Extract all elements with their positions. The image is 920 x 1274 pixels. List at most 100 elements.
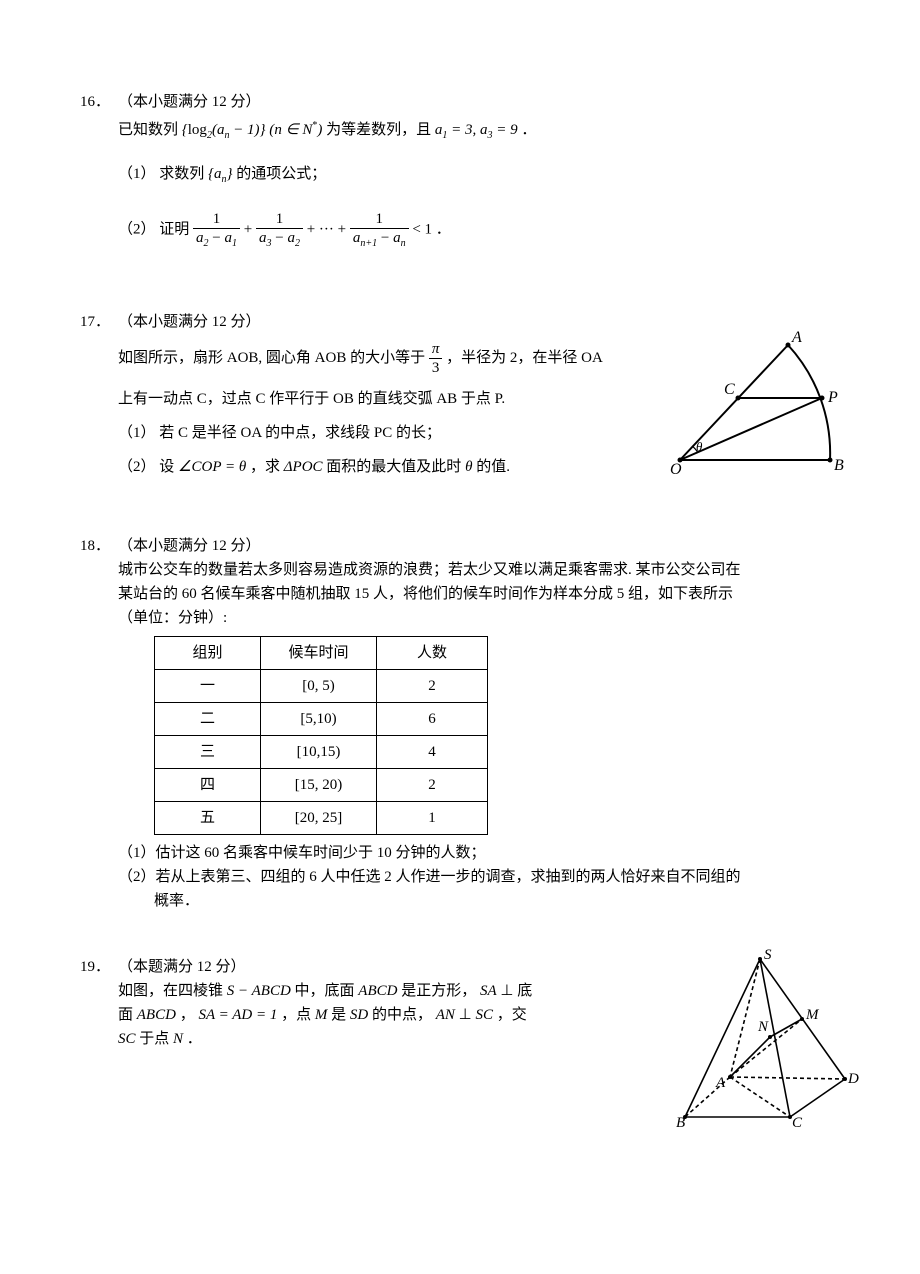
math-expr: AN bbox=[436, 1007, 455, 1023]
label-A: A bbox=[715, 1075, 726, 1091]
math-var: θ bbox=[465, 459, 472, 475]
math-expr: S − ABCD bbox=[227, 983, 291, 999]
label-B: B bbox=[834, 457, 844, 474]
cell: 2 bbox=[377, 769, 488, 802]
stem-line: （单位：分钟）: bbox=[118, 606, 850, 630]
label-D: D bbox=[847, 1071, 859, 1087]
text: 估计这 60 名乘客中候车时间少于 10 分钟的人数； bbox=[156, 845, 486, 861]
text: 若从上表第三、四组的 6 人中任选 2 人作进一步的调查，求抽到的两人恰好来自不… bbox=[156, 869, 741, 885]
exam-page: 16． （本小题满分 12 分） 已知数列 {log2(an − 1)} (n … bbox=[0, 0, 920, 1274]
problem-16: 16． （本小题满分 12 分） 已知数列 {log2(an − 1)} (n … bbox=[80, 90, 850, 250]
inequality: < 1 bbox=[412, 221, 432, 237]
label-C: C bbox=[792, 1115, 803, 1129]
math-expr: SC bbox=[118, 1031, 136, 1047]
table-row: 一[0, 5)2 bbox=[155, 670, 488, 703]
cell: 1 bbox=[377, 802, 488, 835]
math-expr: SA = AD = 1 bbox=[198, 1007, 277, 1023]
text: ，求 bbox=[250, 459, 280, 475]
label-O: O bbox=[670, 461, 682, 478]
text: ， bbox=[180, 1007, 195, 1023]
sub-question-2: （2） 证明 1a2 − a1 + 1a3 − a2 + ··· + 1an+1… bbox=[118, 210, 850, 250]
label-B: B bbox=[676, 1115, 685, 1129]
points-label: （本小题满分 12 分） bbox=[118, 90, 850, 114]
text: ． bbox=[436, 221, 451, 237]
cell: 6 bbox=[377, 703, 488, 736]
text: 于点 bbox=[139, 1031, 169, 1047]
problem-18: 18． （本小题满分 12 分） 城市公交车的数量若太多则容易造成资源的浪费；若… bbox=[80, 534, 850, 913]
text: 已知数列 bbox=[118, 122, 178, 138]
label: （2） bbox=[118, 221, 156, 237]
cell: [0, 5) bbox=[261, 670, 377, 703]
fraction: 1a2 − a1 bbox=[193, 210, 240, 250]
points-label: （本小题满分 12 分） bbox=[118, 534, 850, 558]
text: 若 C 是半径 OA 的中点，求线段 PC 的长； bbox=[159, 425, 441, 441]
math-expr: {an} bbox=[208, 166, 233, 182]
plus: + bbox=[244, 221, 256, 237]
label: （1） bbox=[118, 845, 156, 861]
problem-stem: 如图所示，扇形 AOB, 圆心角 AOB 的大小等于 π3 ，半径为 2，在半径… bbox=[118, 340, 678, 479]
text: 证明 bbox=[159, 221, 189, 237]
text: ⊥ 底 bbox=[500, 983, 532, 999]
math-expr: ABCD bbox=[358, 983, 397, 999]
cell: 2 bbox=[377, 670, 488, 703]
math-var: N bbox=[173, 1031, 183, 1047]
text: 上有一动点 C，过点 C 作平行于 OB 的直线交弧 AB 于点 P. bbox=[118, 387, 678, 411]
text: 的中点， bbox=[372, 1007, 432, 1023]
pyramid-figure: S A B C D M N bbox=[670, 949, 860, 1129]
math-expr: ABCD bbox=[137, 1007, 176, 1023]
label-theta: θ bbox=[696, 439, 703, 454]
problem-number: 19． bbox=[80, 955, 118, 1051]
text: 求数列 bbox=[159, 166, 204, 182]
text: 设 bbox=[159, 459, 174, 475]
sector-figure: O B A C P θ bbox=[670, 330, 850, 480]
text: 面积的最大值及此时 bbox=[326, 459, 461, 475]
table-header: 人数 bbox=[377, 637, 488, 670]
text: 的通项公式； bbox=[236, 166, 326, 182]
label: （1） bbox=[118, 425, 156, 441]
sub-question-1: （1） 求数列 {an} 的通项公式； bbox=[118, 162, 850, 188]
sub-question-1: （1）估计这 60 名乘客中候车时间少于 10 分钟的人数； bbox=[118, 841, 850, 865]
label: （2） bbox=[118, 869, 156, 885]
label-A: A bbox=[791, 330, 802, 346]
label-M: M bbox=[805, 1007, 820, 1023]
label-C: C bbox=[724, 381, 735, 398]
plus-dots: + ··· + bbox=[307, 221, 350, 237]
text: ，交 bbox=[497, 1007, 527, 1023]
cell: 4 bbox=[377, 736, 488, 769]
problem-17: 17． （本小题满分 12 分） 如图所示，扇形 AOB, 圆心角 AOB 的大… bbox=[80, 310, 850, 479]
text: ． bbox=[187, 1031, 202, 1047]
cell: [15, 20) bbox=[261, 769, 377, 802]
text: 是 bbox=[331, 1007, 346, 1023]
label-S: S bbox=[764, 949, 772, 963]
text: 如图所示，扇形 AOB, 圆心角 AOB 的大小等于 bbox=[118, 350, 425, 366]
text: 的值. bbox=[476, 459, 510, 475]
cell: [10,15) bbox=[261, 736, 377, 769]
math-expr: SD bbox=[350, 1007, 368, 1023]
problem-number: 17． bbox=[80, 310, 118, 479]
text: 如图，在四棱锥 bbox=[118, 983, 223, 999]
perp: ⊥ bbox=[459, 1007, 476, 1023]
label: （1） bbox=[118, 166, 156, 182]
text: ，半径为 2，在半径 OA bbox=[446, 350, 603, 366]
text: 为等差数列，且 bbox=[326, 122, 431, 138]
math-var: M bbox=[315, 1007, 328, 1023]
sub-question-1: （1） 若 C 是半径 OA 的中点，求线段 PC 的长； bbox=[118, 421, 678, 445]
math-expr: {log2(an − 1)} (n ∈ N*) bbox=[182, 122, 323, 138]
math-expr: SA bbox=[480, 983, 497, 999]
text: ． bbox=[521, 122, 536, 138]
text: 是正方形， bbox=[401, 983, 476, 999]
sub-question-2: （2） 设 ∠COP = θ ，求 ΔPOC 面积的最大值及此时 θ 的值. bbox=[118, 455, 678, 479]
cell: [5,10) bbox=[261, 703, 377, 736]
problem-19: 19． （本题满分 12 分） 如图，在四棱锥 S − ABCD 中，底面 AB… bbox=[80, 955, 850, 1051]
text: 中，底面 bbox=[295, 983, 355, 999]
table-row: 二[5,10)6 bbox=[155, 703, 488, 736]
cell: 二 bbox=[155, 703, 261, 736]
math-expr: ΔPOC bbox=[284, 459, 323, 475]
problem-stem: 已知数列 {log2(an − 1)} (n ∈ N*) 为等差数列，且 a1 … bbox=[118, 118, 850, 144]
problem-number: 16． bbox=[80, 90, 118, 250]
cell: 三 bbox=[155, 736, 261, 769]
stem-line: 城市公交车的数量若太多则容易造成资源的浪费；若太少又难以满足乘客需求. 某市公交… bbox=[118, 558, 850, 582]
cell: [20, 25] bbox=[261, 802, 377, 835]
cell: 一 bbox=[155, 670, 261, 703]
problem-number: 18． bbox=[80, 534, 118, 913]
